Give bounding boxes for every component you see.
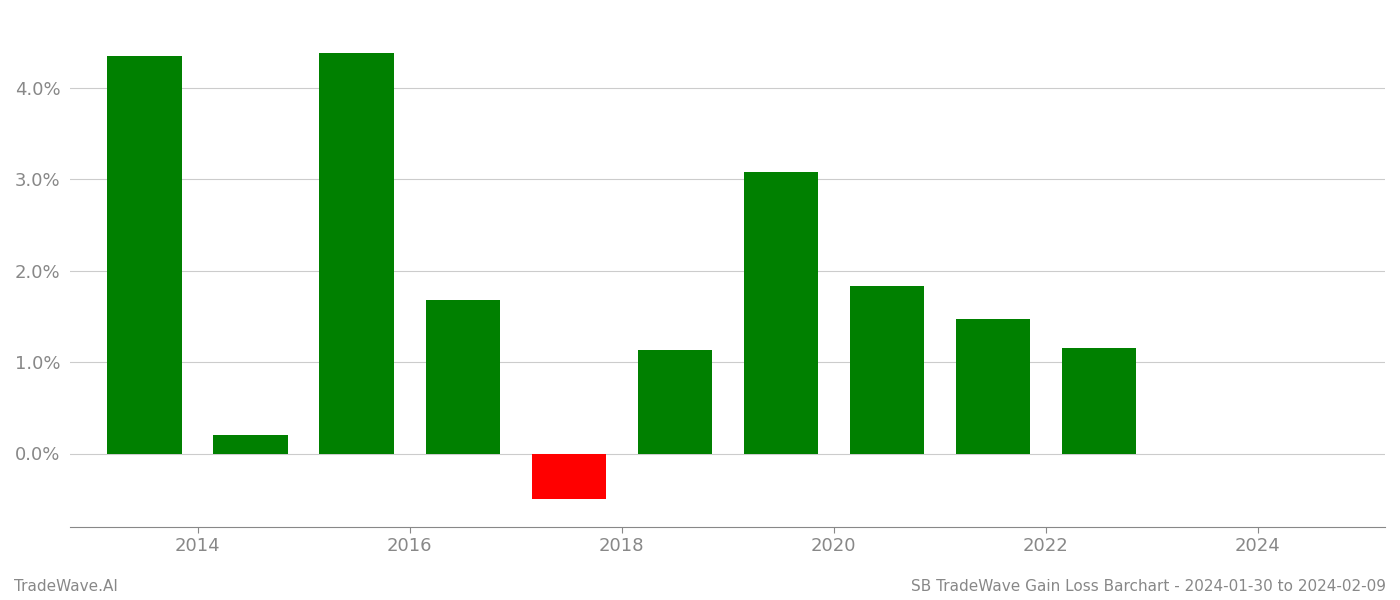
Bar <box>956 319 1030 454</box>
Bar <box>108 56 182 454</box>
Bar <box>850 286 924 454</box>
Text: SB TradeWave Gain Loss Barchart - 2024-01-30 to 2024-02-09: SB TradeWave Gain Loss Barchart - 2024-0… <box>911 579 1386 594</box>
Bar <box>426 300 500 454</box>
Bar <box>637 350 711 454</box>
Bar <box>743 172 818 454</box>
Bar <box>1061 349 1135 454</box>
Bar <box>319 53 393 454</box>
Bar <box>532 454 606 499</box>
Text: TradeWave.AI: TradeWave.AI <box>14 579 118 594</box>
Bar <box>213 435 287 454</box>
